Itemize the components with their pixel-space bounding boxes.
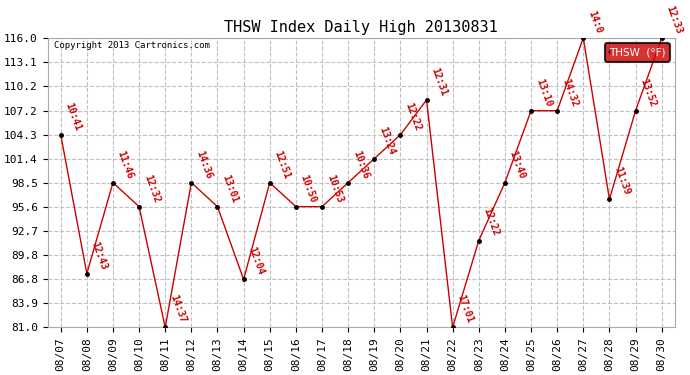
Text: 12:33: 12:33 — [664, 4, 684, 35]
Text: 14:32: 14:32 — [560, 77, 580, 108]
Text: 13:24: 13:24 — [377, 125, 397, 156]
Text: 14:36: 14:36 — [194, 149, 214, 180]
Text: 11:39: 11:39 — [612, 165, 631, 196]
Text: 10:50: 10:50 — [299, 173, 318, 204]
Text: 12:22: 12:22 — [482, 207, 501, 238]
Text: 10:36: 10:36 — [351, 149, 371, 180]
Text: 13:52: 13:52 — [638, 77, 658, 108]
Text: Copyright 2013 Cartronics.com: Copyright 2013 Cartronics.com — [54, 41, 210, 50]
Text: 12:31: 12:31 — [429, 66, 448, 97]
Text: 10:53: 10:53 — [325, 173, 344, 204]
Text: 12:43: 12:43 — [90, 240, 109, 271]
Text: 12:51: 12:51 — [273, 149, 292, 180]
Text: 12:04: 12:04 — [246, 246, 266, 277]
Text: 14:0: 14:0 — [586, 10, 604, 35]
Text: 12:32: 12:32 — [142, 173, 161, 204]
Title: THSW Index Daily High 20130831: THSW Index Daily High 20130831 — [224, 20, 498, 35]
Text: 12:22: 12:22 — [403, 101, 422, 132]
Text: 13:01: 13:01 — [220, 173, 239, 204]
Legend: THSW  (°F): THSW (°F) — [604, 43, 669, 62]
Text: 17:01: 17:01 — [455, 294, 475, 325]
Text: 14:37: 14:37 — [168, 294, 188, 325]
Text: 11:46: 11:46 — [116, 149, 135, 180]
Text: 13:40: 13:40 — [508, 149, 527, 180]
Text: 10:41: 10:41 — [63, 101, 83, 132]
Text: 13:10: 13:10 — [534, 77, 553, 108]
